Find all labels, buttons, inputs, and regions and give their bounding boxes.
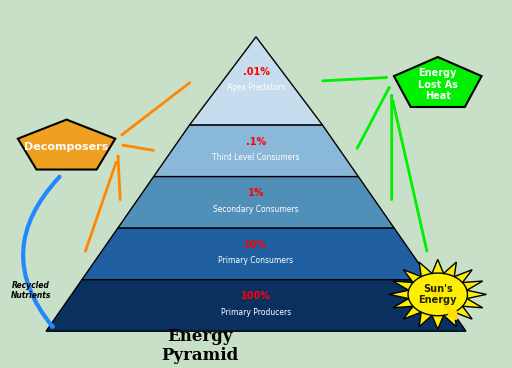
Polygon shape bbox=[46, 280, 466, 331]
Text: Sun's
Energy: Sun's Energy bbox=[418, 284, 457, 305]
Polygon shape bbox=[118, 177, 394, 228]
Text: .1%: .1% bbox=[246, 137, 266, 147]
Text: .01%: .01% bbox=[243, 67, 269, 77]
Polygon shape bbox=[18, 120, 115, 170]
Polygon shape bbox=[189, 37, 323, 125]
Text: Energy
Lost As
Heat: Energy Lost As Heat bbox=[418, 68, 458, 101]
Text: Primary Producers: Primary Producers bbox=[221, 308, 291, 316]
Text: Primary Consumers: Primary Consumers bbox=[219, 256, 293, 265]
Text: 1%: 1% bbox=[248, 188, 264, 198]
Circle shape bbox=[408, 273, 467, 316]
Polygon shape bbox=[389, 259, 486, 329]
Text: 100%: 100% bbox=[241, 291, 271, 301]
Polygon shape bbox=[82, 228, 430, 280]
Text: Apex Predators: Apex Predators bbox=[227, 83, 285, 92]
Polygon shape bbox=[154, 125, 358, 177]
Text: Energy
Pyramid: Energy Pyramid bbox=[161, 328, 238, 364]
Polygon shape bbox=[394, 57, 482, 107]
Text: Recycled
Nutrients: Recycled Nutrients bbox=[11, 281, 51, 300]
Text: Decomposers: Decomposers bbox=[25, 142, 109, 152]
Text: Third Level Consumers: Third Level Consumers bbox=[212, 153, 300, 162]
Text: Secondary Consumers: Secondary Consumers bbox=[213, 205, 299, 213]
Text: 10%: 10% bbox=[244, 240, 268, 250]
